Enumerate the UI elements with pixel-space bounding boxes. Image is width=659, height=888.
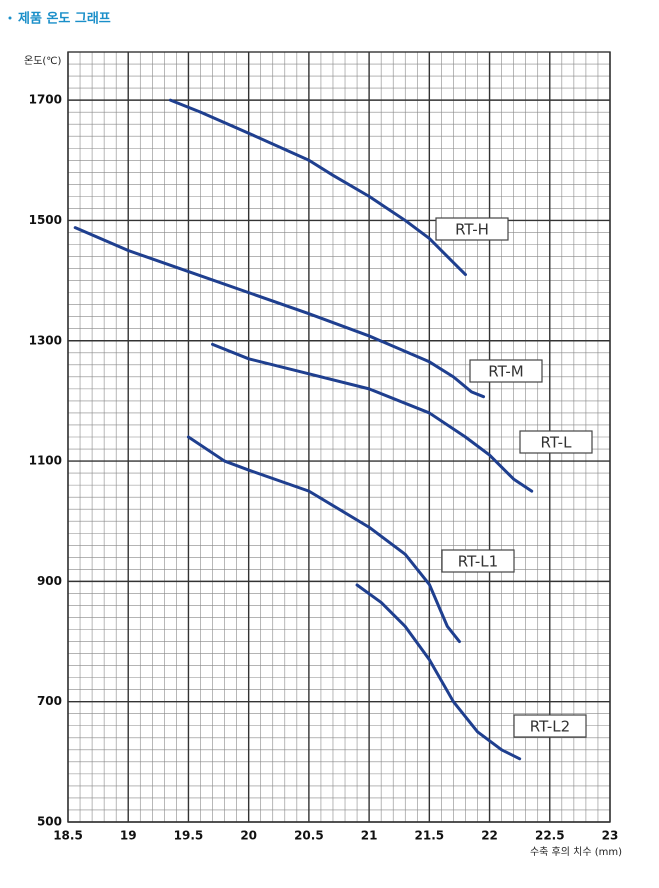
- y-tick-label: 500: [37, 815, 62, 829]
- legend-box: [469, 359, 543, 383]
- legend-box: [513, 714, 587, 738]
- y-axis-label: 온도(℃): [24, 55, 62, 67]
- x-tick-label: 19: [120, 829, 137, 843]
- x-tick-label: 19.5: [174, 829, 204, 843]
- legend-label: RT-L1: [458, 553, 498, 571]
- y-tick-label: 1500: [29, 213, 62, 227]
- x-tick-label: 21.5: [415, 829, 445, 843]
- legend-label: RT-M: [488, 363, 523, 381]
- series-line: [186, 435, 461, 644]
- legend-box: [441, 549, 515, 573]
- legend-label: RT-L2: [530, 718, 570, 736]
- x-tick-label: 18.5: [53, 829, 83, 843]
- y-tick-label: 900: [37, 574, 62, 588]
- y-tick-label: 700: [37, 694, 62, 708]
- x-axis-label: 수축 후의 치수 (mm): [530, 846, 622, 858]
- series-line: [211, 342, 534, 493]
- y-tick-label: 1300: [29, 333, 62, 347]
- x-tick-label: 21: [361, 829, 378, 843]
- x-tick-label: 23: [602, 829, 619, 843]
- page-title: 제품 온도 그래프: [18, 12, 111, 27]
- y-tick-label: 1700: [29, 93, 62, 107]
- legend-box: [519, 430, 593, 454]
- series-line: [168, 98, 467, 277]
- series-line: [355, 583, 522, 761]
- series-line: [73, 226, 486, 399]
- plot-frame: [67, 51, 611, 823]
- legend-box: [435, 217, 509, 241]
- x-tick-label: 20: [240, 829, 257, 843]
- legend-label: RT-H: [455, 221, 489, 239]
- bullet: [8, 16, 12, 20]
- x-tick-label: 20.5: [294, 829, 324, 843]
- y-tick-label: 1100: [29, 454, 62, 468]
- x-tick-label: 22: [481, 829, 498, 843]
- legend-label: RT-L: [541, 434, 573, 452]
- x-tick-label: 22.5: [535, 829, 565, 843]
